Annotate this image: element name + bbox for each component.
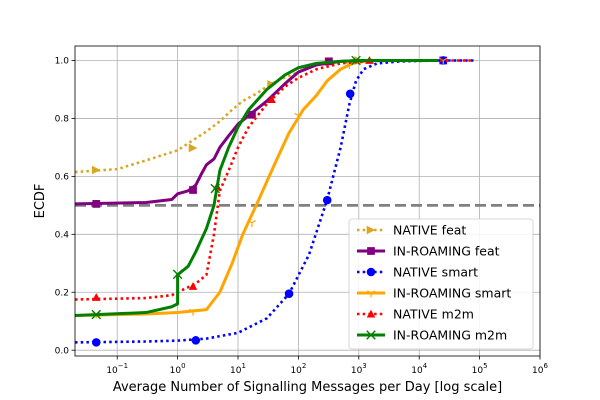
x-tick-base: 10 — [351, 366, 363, 376]
legend-label: IN-ROAMING m2m — [393, 328, 507, 343]
legend-item: NATIVE feat — [357, 223, 466, 238]
x-tick-exponent: 5 — [483, 362, 487, 370]
legend-item: NATIVE m2m — [357, 307, 474, 322]
x-tick-label: 106 — [532, 362, 548, 376]
legend-label: NATIVE m2m — [393, 307, 474, 322]
x-tick-exponent: 0 — [181, 362, 185, 370]
data-point-marker — [322, 195, 332, 205]
series-native-smart — [74, 56, 474, 347]
data-point-marker — [366, 309, 376, 318]
data-point-marker — [172, 269, 183, 280]
x-tick-exponent: 6 — [543, 362, 548, 370]
data-point-marker — [91, 293, 101, 301]
legend-label: NATIVE feat — [393, 223, 466, 238]
series-in-roaming-smart — [74, 57, 448, 319]
data-point-marker — [92, 200, 101, 208]
data-point-marker — [189, 186, 197, 194]
x-tick-exponent: 1 — [242, 362, 246, 370]
data-point-marker — [247, 220, 256, 228]
data-point-marker — [366, 330, 376, 340]
data-point-marker — [366, 267, 376, 277]
x-tick-base: 10 — [170, 366, 182, 376]
series-line — [74, 58, 438, 317]
data-point-marker — [91, 165, 101, 175]
data-point-marker — [188, 143, 198, 153]
data-point-marker — [284, 289, 294, 299]
x-tick-base: 10 — [230, 366, 242, 376]
data-point-marker — [294, 112, 303, 120]
x-tick-label: 104 — [411, 362, 427, 376]
x-axis-label: Average Number of Signalling Messages pe… — [113, 380, 502, 395]
data-point-marker — [210, 183, 221, 194]
plot-frame — [74, 45, 541, 357]
x-tick-exponent: −1 — [118, 362, 128, 370]
grid — [75, 46, 541, 356]
series-in-roaming-feat — [74, 56, 448, 208]
series-line — [74, 58, 438, 317]
legend-item: IN-ROAMING m2m — [357, 328, 507, 343]
data-point-marker — [248, 110, 256, 119]
x-tick-exponent: 4 — [423, 362, 428, 370]
y-tick-label: 0.2 — [55, 288, 69, 298]
legend: NATIVE feat IN-ROAMING feat NATIVE smart IN… — [348, 218, 534, 350]
series-in-roaming-m2m — [74, 55, 438, 320]
series-native-feat — [74, 56, 438, 175]
data-point-marker — [267, 95, 276, 104]
series-line — [74, 59, 438, 174]
y-tick-label: 0.4 — [55, 231, 70, 241]
x-tick-base: 10 — [106, 366, 118, 376]
data-point-marker — [91, 338, 101, 347]
x-tick-exponent: 2 — [302, 362, 306, 370]
x-tick-label: 100 — [170, 362, 186, 376]
series-layer — [74, 55, 474, 347]
data-point-marker — [188, 282, 198, 290]
x-tick-label: 101 — [230, 362, 246, 376]
y-axis-ticks: 0.0 0.2 0.4 0.6 0.8 1.0 — [55, 57, 75, 356]
x-tick-label: 105 — [472, 362, 488, 376]
x-tick-label: 102 — [290, 362, 306, 376]
data-point-marker — [366, 290, 376, 298]
x-tick-exponent: 3 — [362, 362, 366, 370]
data-point-marker — [367, 247, 375, 255]
legend-label: IN-ROAMING feat — [393, 244, 500, 259]
y-tick-label: 0.0 — [55, 346, 70, 356]
x-tick-base: 10 — [411, 366, 423, 376]
series-line — [74, 58, 438, 206]
legend-item: IN-ROAMING smart — [357, 286, 511, 301]
legend-box — [348, 218, 534, 350]
legend-item: IN-ROAMING feat — [357, 244, 500, 259]
legend-item: NATIVE smart — [357, 265, 478, 280]
data-point-marker — [366, 225, 376, 235]
y-tick-label: 0.8 — [55, 115, 70, 125]
y-tick-label: 1.0 — [55, 57, 70, 67]
y-axis-label: ECDF — [33, 184, 48, 219]
data-point-marker — [191, 336, 201, 345]
y-tick-label: 0.6 — [55, 173, 70, 183]
x-tick-base: 10 — [472, 366, 484, 376]
legend-label: IN-ROAMING smart — [393, 286, 511, 301]
legend-label: NATIVE smart — [393, 265, 478, 280]
x-tick-base: 10 — [532, 366, 544, 376]
data-point-marker — [351, 55, 361, 66]
x-tick-base: 10 — [290, 366, 302, 376]
data-point-marker — [345, 89, 355, 99]
x-axis-ticks: 10−1 100 101 102 103 104 105 106 — [106, 356, 548, 376]
data-point-marker — [91, 309, 102, 320]
x-tick-label: 103 — [351, 362, 367, 376]
data-point-marker — [188, 308, 198, 316]
x-tick-label: 10−1 — [106, 362, 128, 376]
